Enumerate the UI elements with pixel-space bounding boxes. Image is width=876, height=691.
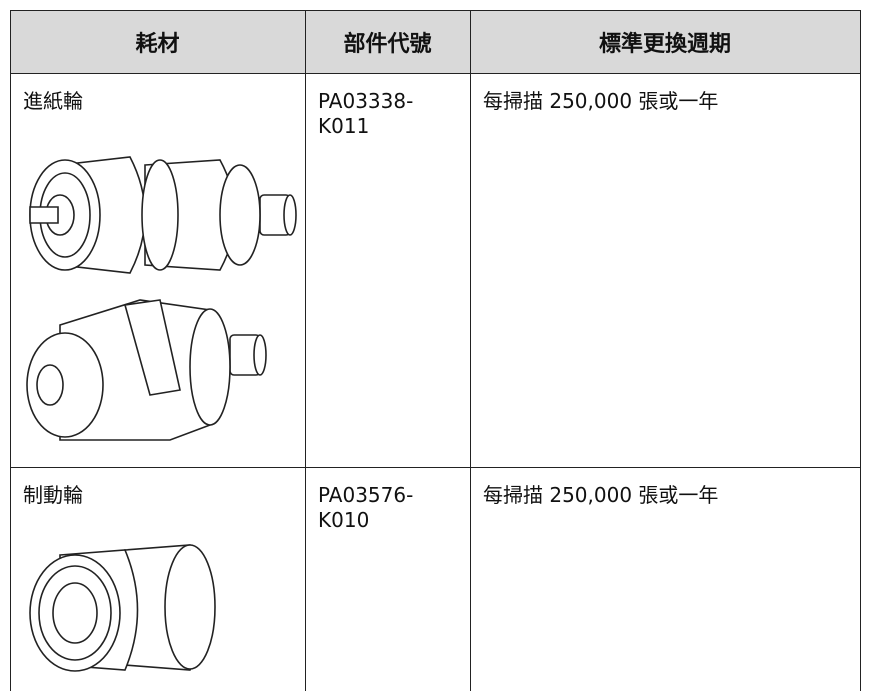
part-number: PA03338- K011	[305, 73, 470, 139]
header-cell: 標準更換週期	[470, 10, 860, 73]
border	[305, 10, 306, 691]
header-cell: 耗材	[10, 10, 305, 73]
pick-roller-illustration	[26, 299, 267, 441]
item-name: 制動輪	[10, 467, 305, 508]
replace-cycle: 每掃描 250,000 張或一年	[470, 73, 860, 114]
text-line: 每掃描 250,000 張或一年	[483, 483, 719, 507]
part-number: PA03576- K010	[305, 467, 470, 533]
text-line: K011	[318, 114, 370, 138]
replace-cycle: 每掃描 250,000 張或一年	[470, 467, 860, 508]
border	[10, 10, 860, 11]
header-cell: 部件代號	[305, 10, 470, 73]
text-line: K010	[318, 508, 370, 532]
pick-roller-illustration	[29, 156, 297, 274]
border	[10, 73, 860, 74]
text-line: PA03338-	[318, 89, 414, 113]
border	[10, 467, 860, 468]
item-name: 進紙輪	[10, 73, 305, 114]
text-line: 每掃描 250,000 張或一年	[483, 89, 719, 113]
text-line: 制動輪	[23, 483, 83, 507]
border	[860, 10, 861, 691]
border	[470, 10, 471, 691]
text-line: 進紙輪	[23, 89, 83, 113]
brake-roller-illustration	[29, 544, 216, 672]
text-line: PA03576-	[318, 483, 414, 507]
border	[10, 10, 11, 691]
